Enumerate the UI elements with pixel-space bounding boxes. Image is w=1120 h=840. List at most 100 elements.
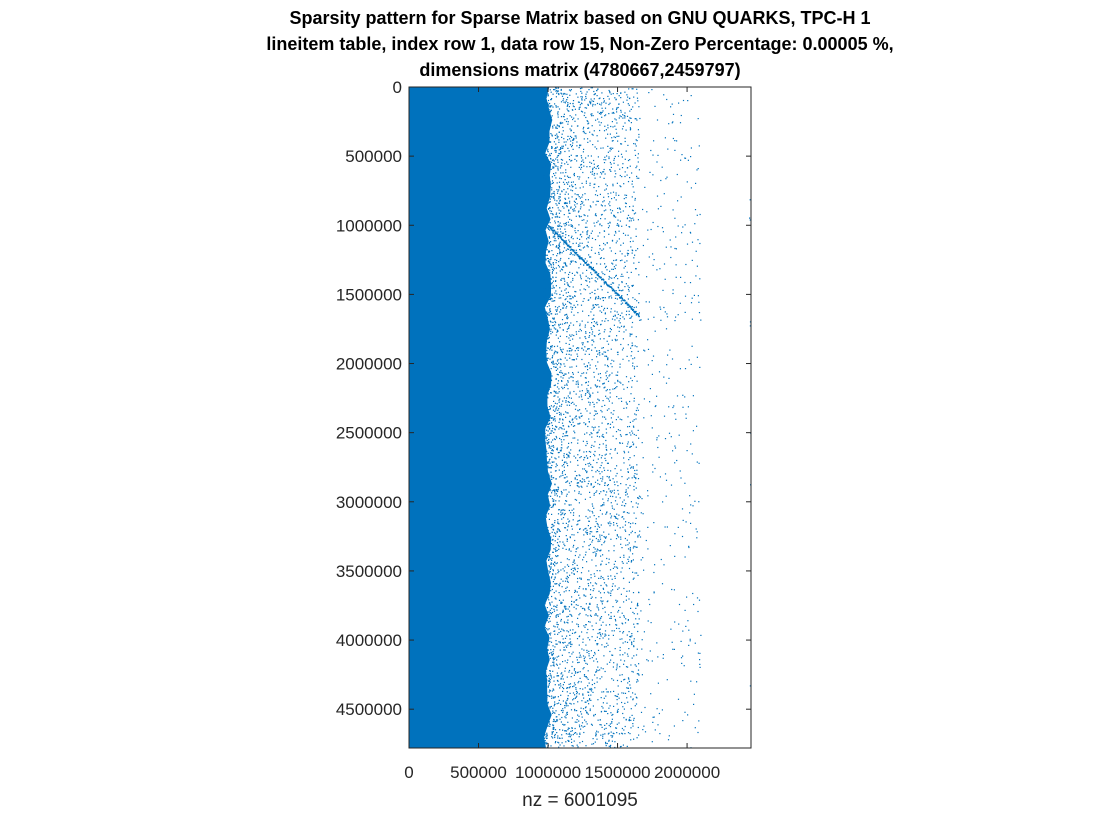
nonzero-point (606, 742, 608, 745)
nonzero-point (571, 159, 573, 162)
nonzero-point (623, 577, 625, 579)
nonzero-point (555, 741, 557, 743)
nonzero-point (577, 245, 580, 247)
nonzero-point (597, 200, 599, 202)
nonzero-point (636, 119, 638, 121)
nonzero-point (553, 384, 555, 387)
nonzero-point (607, 484, 609, 486)
nonzero-point (543, 238, 545, 240)
nonzero-point (554, 626, 556, 628)
nonzero-point (566, 412, 568, 414)
nonzero-point (556, 189, 558, 191)
nonzero-point (544, 393, 546, 395)
nonzero-point (563, 386, 565, 389)
nonzero-point (623, 183, 625, 185)
nonzero-point (605, 741, 607, 743)
nonzero-point (615, 669, 617, 671)
nonzero-point (579, 208, 582, 210)
nonzero-point (574, 261, 576, 263)
nonzero-point (629, 484, 631, 487)
nonzero-point (599, 257, 602, 260)
nonzero-point (587, 177, 590, 179)
nonzero-point (551, 298, 553, 300)
nonzero-point (626, 493, 628, 495)
nonzero-point (565, 590, 567, 592)
nonzero-point (592, 505, 594, 507)
nonzero-point (614, 585, 616, 587)
nonzero-point (544, 343, 546, 345)
nonzero-point (547, 117, 549, 119)
nonzero-point (597, 297, 599, 300)
nonzero-point (619, 616, 621, 618)
nonzero-point (558, 225, 560, 227)
nonzero-point (559, 199, 561, 201)
nonzero-point (549, 102, 551, 105)
nonzero-point (620, 469, 622, 471)
nonzero-point (590, 446, 592, 448)
nonzero-point (565, 342, 567, 344)
nonzero-point (544, 475, 546, 477)
nonzero-point (570, 298, 572, 300)
nonzero-point (543, 602, 545, 604)
nonzero-point (570, 251, 572, 254)
nonzero-point (585, 372, 588, 374)
nonzero-point (547, 148, 549, 150)
nonzero-point (600, 710, 603, 713)
nonzero-point (573, 703, 575, 705)
nonzero-point (633, 219, 635, 221)
nonzero-point (585, 97, 587, 99)
nonzero-point (550, 333, 552, 335)
nonzero-point (616, 374, 619, 376)
nonzero-point (550, 506, 552, 508)
nonzero-point (573, 390, 575, 393)
nonzero-point (596, 165, 598, 168)
nonzero-point (567, 576, 569, 579)
nonzero-point (549, 488, 551, 490)
nonzero-point (570, 237, 572, 239)
nonzero-point (632, 466, 634, 468)
nonzero-point (542, 584, 544, 586)
nonzero-point (554, 89, 556, 91)
nonzero-point (615, 727, 617, 729)
nonzero-point (569, 536, 571, 538)
nonzero-point (564, 222, 567, 225)
nonzero-point (630, 445, 632, 447)
nonzero-point (580, 164, 582, 166)
nonzero-point (545, 354, 547, 356)
nonzero-point (566, 430, 568, 432)
nonzero-point (606, 397, 608, 399)
nonzero-point (570, 140, 572, 142)
nonzero-point (570, 645, 572, 648)
nonzero-point (618, 697, 620, 699)
nonzero-point (579, 475, 581, 477)
nonzero-point (554, 222, 556, 224)
nonzero-point (550, 345, 552, 348)
nonzero-point (606, 377, 609, 379)
nonzero-point (553, 461, 555, 463)
nonzero-point (558, 187, 561, 189)
nonzero-point (570, 354, 572, 356)
nonzero-point (578, 724, 581, 726)
nonzero-point (570, 350, 572, 352)
nonzero-point (593, 222, 595, 224)
nonzero-point (552, 266, 554, 268)
nonzero-point (554, 300, 556, 302)
nonzero-point (600, 171, 602, 174)
nonzero-point (555, 246, 557, 248)
nonzero-point (634, 693, 636, 695)
nonzero-point (601, 249, 603, 251)
nonzero-point (612, 140, 614, 142)
nonzero-point (585, 93, 587, 95)
nonzero-point (635, 502, 637, 504)
nonzero-point (562, 599, 564, 601)
nonzero-point (610, 166, 612, 168)
nonzero-point (542, 614, 544, 616)
nonzero-point (598, 493, 601, 495)
nonzero-point (587, 246, 589, 248)
nonzero-point (623, 587, 625, 590)
nonzero-point (598, 629, 600, 631)
nonzero-point (614, 118, 616, 120)
nonzero-point (635, 314, 637, 316)
nonzero-point (557, 111, 559, 113)
nonzero-point (599, 467, 601, 469)
